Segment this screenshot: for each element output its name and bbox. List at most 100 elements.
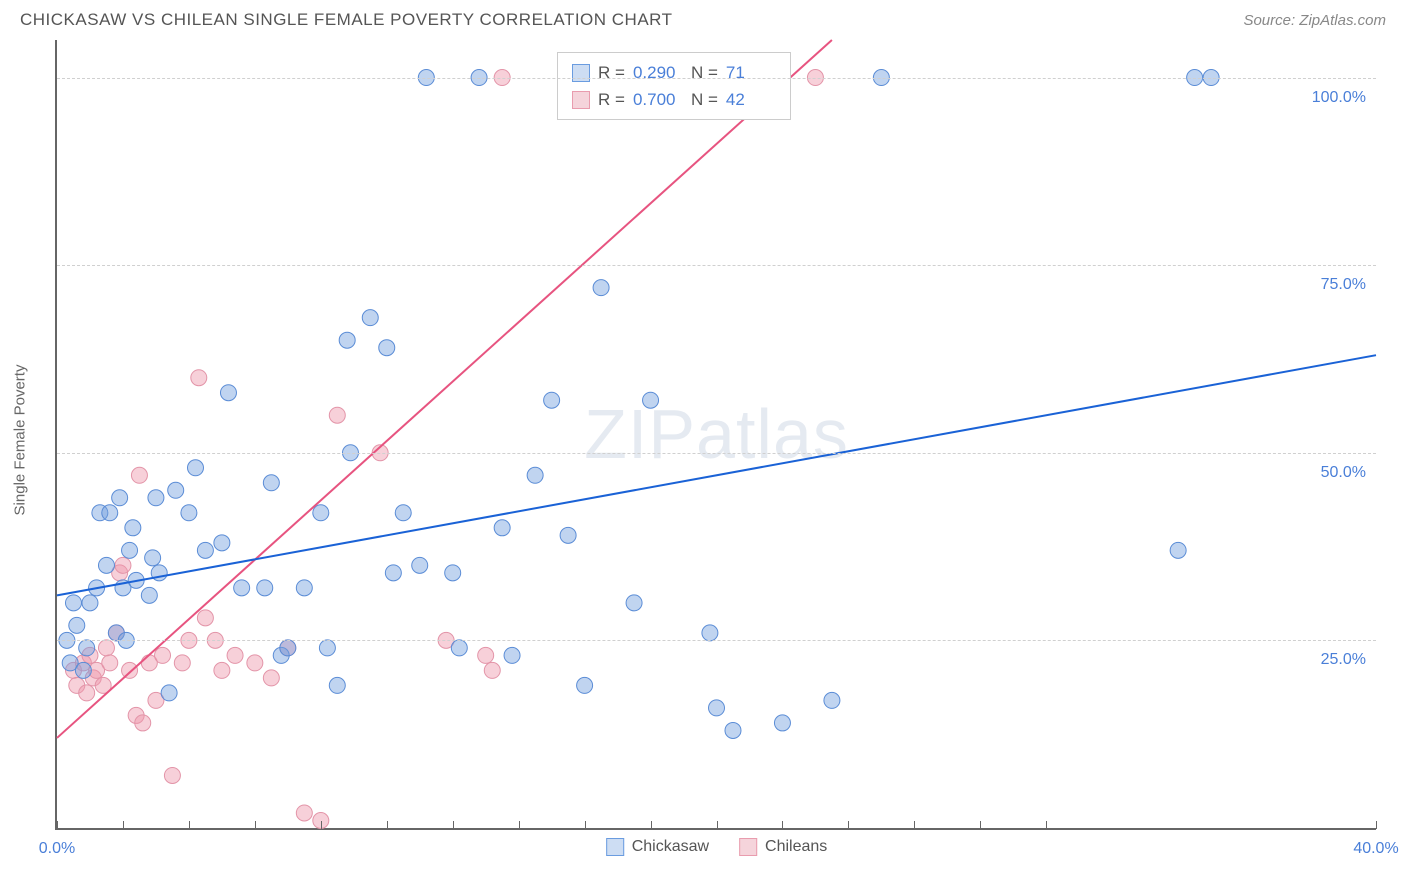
data-point xyxy=(263,670,279,686)
data-point xyxy=(296,805,312,821)
data-point xyxy=(214,535,230,551)
data-point xyxy=(197,542,213,558)
data-point xyxy=(131,467,147,483)
r-label-b: R = xyxy=(598,86,625,113)
r-value-a: 0.290 xyxy=(633,59,683,86)
trend-line xyxy=(57,355,1376,595)
data-point xyxy=(115,557,131,573)
data-point xyxy=(395,505,411,521)
data-point xyxy=(164,767,180,783)
data-point xyxy=(112,490,128,506)
data-point xyxy=(643,392,659,408)
gridline xyxy=(57,453,1376,454)
data-point xyxy=(504,647,520,663)
data-point xyxy=(296,580,312,596)
r-value-b: 0.700 xyxy=(633,86,683,113)
data-point xyxy=(247,655,263,671)
source-label: Source: ZipAtlas.com xyxy=(1243,12,1386,29)
x-tick xyxy=(519,821,520,829)
y-tick-label: 100.0% xyxy=(1312,89,1366,107)
data-point xyxy=(319,640,335,656)
x-tick xyxy=(585,821,586,829)
data-point xyxy=(385,565,401,581)
data-point xyxy=(544,392,560,408)
x-tick xyxy=(189,821,190,829)
y-tick-label: 25.0% xyxy=(1321,651,1366,669)
data-point xyxy=(141,587,157,603)
data-point xyxy=(329,407,345,423)
data-point xyxy=(98,640,114,656)
data-point xyxy=(122,542,138,558)
data-point xyxy=(102,505,118,521)
data-point xyxy=(329,677,345,693)
data-point xyxy=(98,557,114,573)
x-tick xyxy=(1046,821,1047,829)
data-point xyxy=(79,640,95,656)
data-point xyxy=(75,662,91,678)
data-point xyxy=(125,520,141,536)
data-point xyxy=(577,677,593,693)
data-point xyxy=(148,490,164,506)
stats-row-b: R = 0.700 N = 42 xyxy=(572,86,776,113)
gridline xyxy=(57,640,1376,641)
legend-item-a: Chickasaw xyxy=(606,838,709,856)
data-point xyxy=(161,685,177,701)
x-tick xyxy=(717,821,718,829)
data-point xyxy=(478,647,494,663)
data-point xyxy=(451,640,467,656)
x-tick xyxy=(914,821,915,829)
x-tick-label: 0.0% xyxy=(39,840,75,858)
y-axis-label: Single Female Poverty xyxy=(12,365,29,516)
data-point xyxy=(69,617,85,633)
data-point xyxy=(313,505,329,521)
stats-row-a: R = 0.290 N = 71 xyxy=(572,59,776,86)
data-point xyxy=(263,475,279,491)
data-point xyxy=(135,715,151,731)
data-point xyxy=(824,692,840,708)
title-bar: CHICKASAW VS CHILEAN SINGLE FEMALE POVER… xyxy=(0,0,1406,35)
data-point xyxy=(168,482,184,498)
chart-title: CHICKASAW VS CHILEAN SINGLE FEMALE POVER… xyxy=(20,10,673,30)
x-tick-label: 40.0% xyxy=(1353,840,1398,858)
data-point xyxy=(725,722,741,738)
data-point xyxy=(593,280,609,296)
data-point xyxy=(339,332,355,348)
n-value-b: 42 xyxy=(726,86,776,113)
data-point xyxy=(220,385,236,401)
y-tick-label: 75.0% xyxy=(1321,276,1366,294)
data-point xyxy=(65,595,81,611)
legend-item-b: Chileans xyxy=(739,838,827,856)
data-point xyxy=(82,595,98,611)
x-tick xyxy=(123,821,124,829)
chart-container: ZIPatlas R = 0.290 N = 71 R = 0.700 N = … xyxy=(55,40,1376,830)
x-tick xyxy=(387,821,388,829)
plot-area: ZIPatlas R = 0.290 N = 71 R = 0.700 N = … xyxy=(55,40,1376,830)
data-point xyxy=(494,520,510,536)
data-point xyxy=(527,467,543,483)
x-tick xyxy=(321,821,322,829)
data-point xyxy=(214,662,230,678)
y-tick-label: 50.0% xyxy=(1321,464,1366,482)
data-point xyxy=(362,310,378,326)
scatter-svg xyxy=(57,40,1376,828)
data-point xyxy=(227,647,243,663)
data-point xyxy=(560,527,576,543)
legend-label-a: Chickasaw xyxy=(632,838,709,856)
x-tick xyxy=(651,821,652,829)
data-point xyxy=(257,580,273,596)
bottom-legend: Chickasaw Chileans xyxy=(606,838,828,856)
data-point xyxy=(412,557,428,573)
n-label-b: N = xyxy=(691,86,718,113)
data-point xyxy=(445,565,461,581)
x-tick xyxy=(57,821,58,829)
x-tick xyxy=(848,821,849,829)
data-point xyxy=(234,580,250,596)
x-tick xyxy=(1376,821,1377,829)
swatch-a xyxy=(572,64,590,82)
data-point xyxy=(197,610,213,626)
n-label-a: N = xyxy=(691,59,718,86)
data-point xyxy=(280,640,296,656)
x-tick xyxy=(453,821,454,829)
swatch-b xyxy=(572,91,590,109)
legend-swatch-b xyxy=(739,838,757,856)
